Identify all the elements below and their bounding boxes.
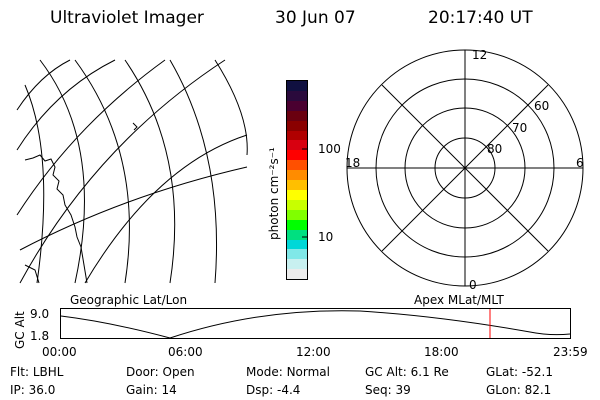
info-glon: GLon: 82.1 [486,383,552,397]
altitude-xtick-2: 12:00 [296,345,331,359]
info-ip: IP: 36.0 [10,383,56,397]
colorbar-swatch [287,249,307,260]
colorbar-swatch [287,100,307,111]
altitude-ytick-low: 1.8 [30,329,50,343]
info-gc-alt: GC Alt: 6.1 Re [365,365,449,379]
lat-arc [16,59,166,216]
colorbar-swatch [287,140,307,151]
polar-plot: 12 6 0 18 80 70 60 [345,48,584,290]
colorbar-swatch [287,81,307,91]
info-mode: Mode: Normal [246,365,330,379]
info-glat: GLat: -52.1 [486,365,553,379]
coastline [132,122,138,131]
colorbar-swatch [287,189,307,200]
colorbar-ticks [302,148,308,238]
colorbar-swatch [287,209,307,220]
mlt-label-12: 12 [472,48,487,62]
altitude-xtick-4: 23:59 [553,345,588,359]
altitude-xtick-0: 00:00 [42,345,77,359]
colorbar-swatch [287,160,307,171]
colorbar-swatch [287,120,307,131]
lon-arc [214,59,248,156]
lon-arc [39,59,85,284]
mlt-label-6: 6 [576,156,584,170]
geographic-map [16,59,248,284]
info-flt: Flt: LBHL [10,365,64,379]
lat-arc [16,59,116,151]
time-label: 20:17:40 UT [428,8,533,28]
lon-arc [24,84,45,284]
colorbar-tick-10: 10 [318,230,334,244]
date-label: 30 Jun 07 [275,8,356,28]
colorbar-swatch [287,180,307,190]
info-door: Door: Open [126,365,195,379]
colorbar-swatch [287,259,307,270]
colorbar-swatch [287,130,307,141]
coastline [24,154,88,284]
colorbar-tick-100: 100 [318,142,341,156]
altitude-ylabel: GC Alt [13,311,27,349]
info-dsp: Dsp: -4.4 [246,383,301,397]
altitude-curve [60,310,571,339]
altitude-plot [60,308,571,339]
geographic-caption: Geographic Lat/Lon [70,293,188,307]
lat-label-80: 80 [487,142,502,156]
lat-label-60: 60 [534,99,549,113]
colorbar-swatch [287,199,307,210]
colorbar-swatch [287,170,307,181]
colorbar-swatch [287,150,307,161]
colorbar-swatch [287,90,307,101]
lat-label-70: 70 [512,121,527,135]
colorbar-swatch [287,110,307,121]
mlt-label-18: 18 [345,156,360,170]
lon-arc [74,59,130,284]
altitude-ytick-high: 9.0 [30,307,50,321]
colorbar-swatch [287,229,307,240]
info-seq: Seq: 39 [365,383,411,397]
apex-caption: Apex MLat/MLT [414,293,504,307]
altitude-xtick-3: 18:00 [424,345,459,359]
colorbar-swatch [287,239,307,250]
lat-arc [19,59,226,284]
colorbar [286,80,308,280]
lon-arc [169,59,217,284]
diagonal-line [381,84,549,252]
colorbar-unit-label: photon cm⁻²s⁻¹ [267,147,281,240]
colorbar-swatch [287,269,307,280]
lat-arc [16,59,71,111]
horizon-line [19,166,248,251]
coastline [24,264,40,284]
lon-arc [124,59,176,284]
mlt-label-0: 0 [469,278,477,290]
info-gain: Gain: 14 [126,383,177,397]
altitude-xtick-1: 06:00 [168,345,203,359]
colorbar-swatch [287,219,307,230]
app-title: Ultraviolet Imager [50,8,204,28]
lat-arc [84,134,248,284]
